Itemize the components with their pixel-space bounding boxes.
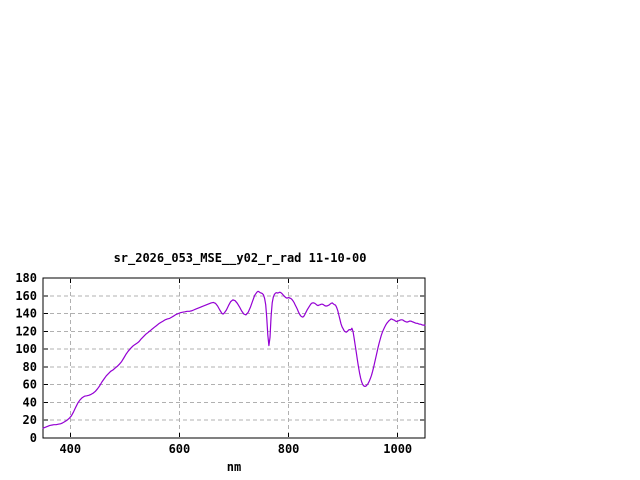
- y-tick-label: 80: [23, 360, 37, 374]
- y-tick-label: 180: [15, 271, 37, 285]
- spectral-curve: [42, 290, 426, 429]
- y-tick-label: 120: [15, 324, 37, 338]
- y-tick-label: 100: [15, 342, 37, 356]
- x-tick-label: 400: [59, 442, 81, 456]
- x-axis-label: nm: [227, 460, 241, 474]
- y-tick-label: 0: [30, 431, 37, 445]
- y-tick-label: 20: [23, 413, 37, 427]
- y-tick-label: 140: [15, 307, 37, 321]
- y-tick-label: 160: [15, 289, 37, 303]
- x-tick-label: 600: [169, 442, 191, 456]
- x-tick-label: 800: [278, 442, 300, 456]
- chart-frame: [42, 277, 426, 439]
- chart-title: sr_2026_053_MSE__y02_r_rad 11-10-00: [114, 251, 367, 266]
- y-tick-label: 60: [23, 378, 37, 392]
- x-tick-label: 1000: [383, 442, 412, 456]
- y-tick-label: 40: [23, 395, 37, 409]
